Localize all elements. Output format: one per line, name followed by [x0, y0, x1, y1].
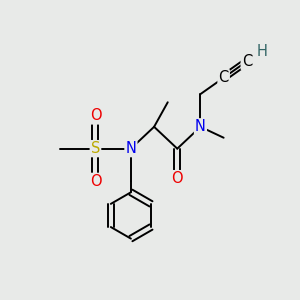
Text: O: O	[172, 171, 183, 186]
Text: H: H	[256, 44, 267, 59]
Text: C: C	[242, 54, 252, 69]
Text: C: C	[218, 70, 229, 85]
Text: O: O	[90, 108, 101, 123]
Text: N: N	[195, 119, 206, 134]
Text: O: O	[90, 174, 101, 189]
Text: N: N	[125, 141, 136, 156]
Text: S: S	[91, 141, 100, 156]
